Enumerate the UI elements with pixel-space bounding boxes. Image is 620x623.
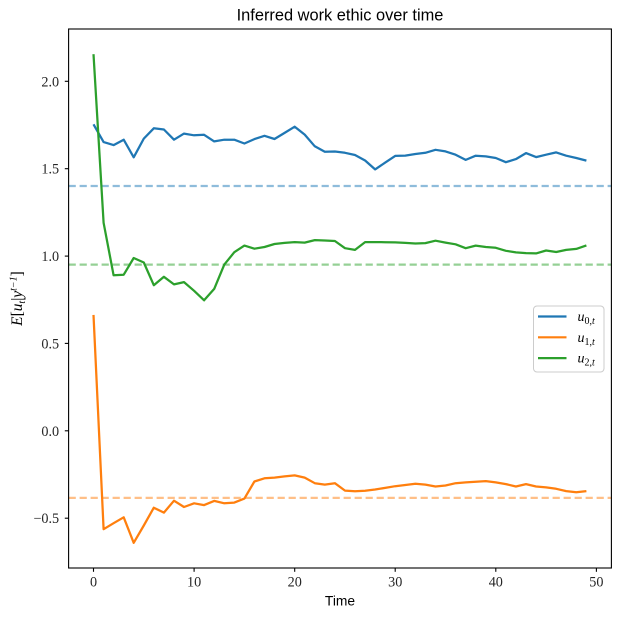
svg-text:0.5: 0.5 — [41, 336, 59, 352]
svg-text:−0.5: −0.5 — [33, 511, 59, 527]
svg-text:Time: Time — [325, 594, 355, 609]
svg-text:1.5: 1.5 — [41, 162, 59, 178]
svg-text:0: 0 — [90, 575, 97, 591]
svg-text:1.0: 1.0 — [41, 249, 59, 265]
svg-text:Inferred work ethic over time: Inferred work ethic over time — [237, 7, 444, 25]
svg-text:40: 40 — [489, 575, 503, 591]
svg-text:20: 20 — [288, 575, 302, 591]
svg-text:0.0: 0.0 — [41, 424, 59, 440]
svg-text:2.0: 2.0 — [41, 74, 59, 90]
svg-text:10: 10 — [187, 575, 201, 591]
svg-text:u2,t: u2,t — [578, 352, 596, 369]
svg-text:30: 30 — [388, 575, 402, 591]
svg-text:50: 50 — [589, 575, 603, 591]
svg-text:u1,t: u1,t — [578, 331, 596, 348]
svg-text:u0,t: u0,t — [578, 310, 596, 327]
